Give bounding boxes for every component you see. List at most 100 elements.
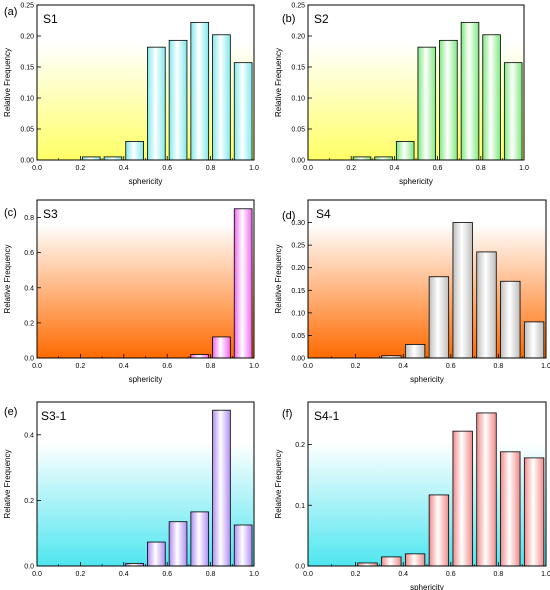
bar bbox=[523, 457, 545, 567]
x-tick-label: 0.0 bbox=[303, 165, 313, 172]
x-tick-label: 0.6 bbox=[433, 165, 443, 172]
y-tick-label: 0.0 bbox=[24, 356, 34, 363]
bar bbox=[125, 140, 144, 161]
x-tick-label: 0.8 bbox=[206, 571, 216, 578]
sample-name: S2 bbox=[314, 12, 329, 26]
x-tick-label: 0.8 bbox=[494, 571, 504, 578]
bar bbox=[212, 409, 231, 567]
bar bbox=[168, 521, 188, 567]
chart-panel-4: 0.0 0.2 0.4 0.6 0.8 1.0 0.00 0.05 0.10 0.15 0.20 0.… bbox=[274, 199, 550, 384]
bar bbox=[147, 541, 166, 567]
x-axis-label: sphericity bbox=[399, 177, 433, 186]
bar bbox=[476, 412, 497, 567]
x-tick-label: 0.4 bbox=[119, 363, 129, 370]
x-tick-label: 0.2 bbox=[346, 165, 356, 172]
x-tick-label: 1.0 bbox=[519, 165, 529, 172]
y-tick-label: 0.05 bbox=[291, 127, 305, 134]
bar bbox=[190, 21, 210, 161]
y-tick-label: 0.0 bbox=[295, 564, 305, 571]
bar bbox=[212, 336, 231, 359]
bar bbox=[503, 62, 523, 161]
y-axis-label: Relative Frequency bbox=[274, 245, 283, 314]
x-tick-label: 0.0 bbox=[303, 363, 313, 370]
x-tick-label: 0.2 bbox=[76, 571, 86, 578]
y-tick-label: 0.1 bbox=[295, 503, 305, 510]
x-tick-label: 0.2 bbox=[76, 165, 86, 172]
y-axis-label: Relative Frequency bbox=[3, 245, 12, 314]
y-tick-label: 0.15 bbox=[291, 65, 305, 72]
x-tick-label: 1.0 bbox=[541, 363, 550, 370]
bar bbox=[523, 321, 545, 359]
x-tick-label: 0.0 bbox=[32, 363, 42, 370]
bar bbox=[428, 276, 450, 359]
bar bbox=[233, 208, 253, 359]
bar bbox=[439, 39, 458, 161]
y-tick-label: 0.8 bbox=[24, 215, 34, 222]
bar bbox=[460, 21, 480, 161]
y-tick-label: 0.2 bbox=[24, 320, 34, 327]
y-tick-label: 0.05 bbox=[291, 333, 305, 340]
x-tick-label: 1.0 bbox=[249, 165, 259, 172]
bar bbox=[233, 524, 253, 567]
bar bbox=[482, 34, 501, 161]
panel-tag: (e) bbox=[4, 406, 17, 418]
chart-panel-2: 0.0 0.2 0.4 0.6 0.8 1.0 0.00 0.05 0.10 0.15 0.20 0.… bbox=[274, 3, 529, 187]
x-tick-label: 0.0 bbox=[303, 571, 313, 578]
x-tick-label: 0.6 bbox=[446, 571, 456, 578]
bar bbox=[395, 140, 415, 161]
sample-name: S4-1 bbox=[314, 409, 340, 423]
bar bbox=[428, 494, 450, 567]
y-tick-label: 0.10 bbox=[20, 96, 34, 103]
plot-background bbox=[37, 200, 254, 358]
x-tick-label: 0.4 bbox=[119, 571, 129, 578]
x-tick-label: 0.8 bbox=[476, 165, 486, 172]
y-tick-label: 0.20 bbox=[291, 265, 305, 272]
y-tick-label: 0.15 bbox=[291, 288, 305, 295]
bar bbox=[404, 553, 426, 567]
y-tick-label: 0.15 bbox=[20, 65, 34, 72]
y-tick-label: 0.00 bbox=[291, 356, 305, 363]
panel-tag: (d) bbox=[282, 210, 295, 222]
y-tick-label: 0.25 bbox=[20, 3, 34, 10]
x-tick-label: 1.0 bbox=[249, 363, 259, 370]
y-tick-label: 0.25 bbox=[291, 3, 305, 10]
x-tick-label: 0.0 bbox=[32, 571, 42, 578]
y-tick-label: 0.05 bbox=[20, 127, 34, 134]
bar bbox=[500, 451, 521, 567]
bar bbox=[452, 222, 473, 359]
y-tick-label: 0.25 bbox=[291, 243, 305, 250]
sample-name: S3 bbox=[43, 207, 58, 221]
y-tick-label: 0.2 bbox=[24, 498, 34, 505]
x-tick-label: 0.4 bbox=[390, 165, 400, 172]
bar bbox=[417, 46, 437, 161]
chart-panel-3: 0.0 0.2 0.4 0.6 0.8 1.0 0.0 0.2 0.4 0.6 0.8 spheric… bbox=[3, 199, 259, 384]
x-axis-label: sphericity bbox=[410, 583, 444, 590]
y-axis-label: Relative Frequency bbox=[274, 450, 283, 519]
x-tick-label: 0.8 bbox=[206, 165, 216, 172]
y-tick-label: 0.10 bbox=[291, 310, 305, 317]
panel-tag: (f) bbox=[282, 408, 292, 420]
x-tick-label: 0.2 bbox=[351, 363, 361, 370]
y-tick-label: 0.20 bbox=[20, 34, 34, 41]
sample-name: S4 bbox=[316, 207, 331, 221]
x-axis-label: sphericity bbox=[129, 375, 163, 384]
x-tick-label: 0.2 bbox=[76, 363, 86, 370]
y-tick-label: 0.20 bbox=[291, 34, 305, 41]
y-tick-label: 0.00 bbox=[291, 158, 305, 165]
x-tick-label: 0.6 bbox=[162, 571, 172, 578]
bar bbox=[190, 511, 210, 567]
y-axis-label: Relative Frequency bbox=[3, 48, 12, 117]
bar bbox=[476, 251, 497, 359]
chart-panel-1: 0.0 0.2 0.4 0.6 0.8 1.0 0.00 0.05 0.10 0.15 0.20 0.… bbox=[3, 3, 259, 187]
bar bbox=[212, 34, 231, 161]
x-tick-label: 0.6 bbox=[446, 363, 456, 370]
chart-panel-5: 0.0 0.2 0.4 0.6 0.8 1.0 0.0 0.2 0.4 Relative Freq… bbox=[3, 401, 259, 578]
x-tick-label: 0.6 bbox=[162, 363, 172, 370]
bar bbox=[168, 39, 188, 161]
y-tick-label: 0.30 bbox=[291, 220, 305, 227]
y-tick-label: 0.0 bbox=[24, 564, 34, 571]
x-tick-label: 0.8 bbox=[494, 363, 504, 370]
y-axis-label: Relative Frequency bbox=[274, 48, 283, 117]
y-tick-label: 0.00 bbox=[20, 158, 34, 165]
